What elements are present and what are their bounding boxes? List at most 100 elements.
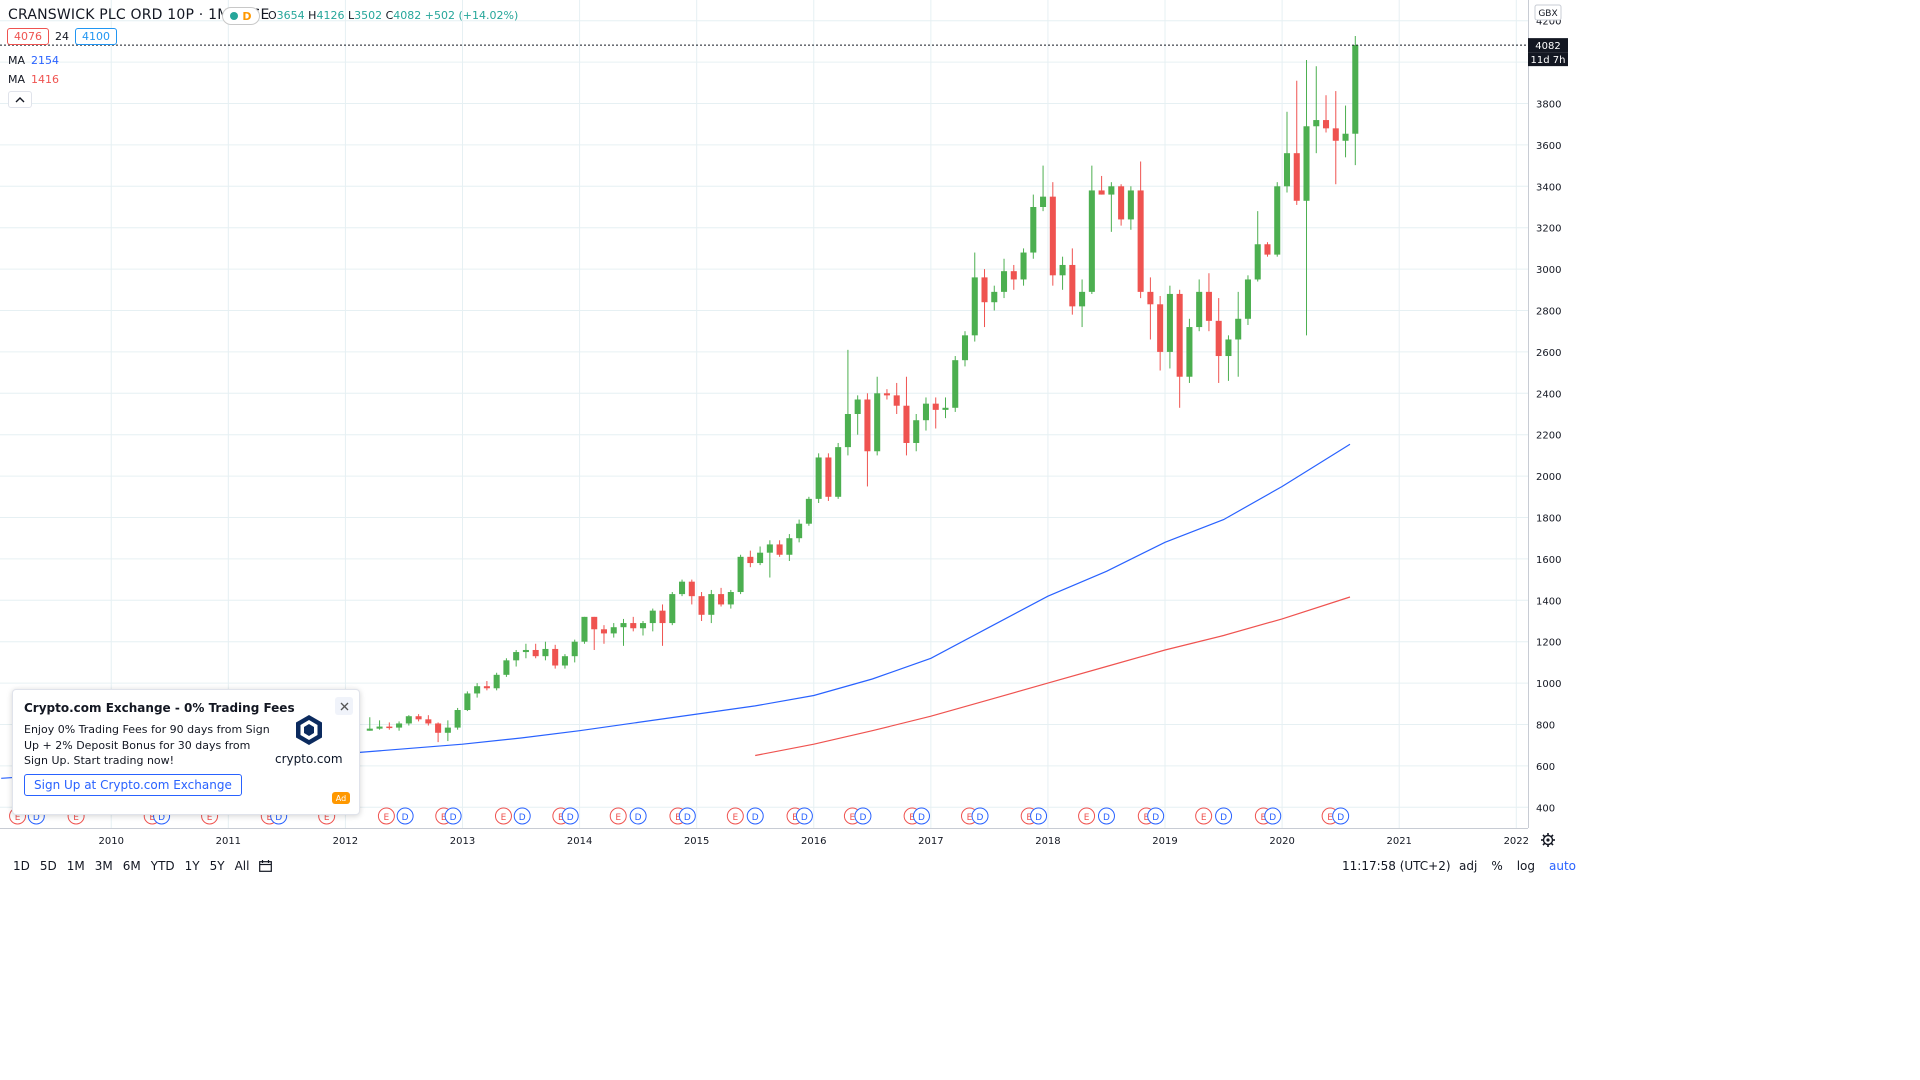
candle[interactable]	[405, 715, 412, 726]
candle[interactable]	[425, 715, 432, 726]
range-button-ytd[interactable]: YTD	[150, 859, 175, 873]
dividend-marker[interactable]: D	[971, 807, 989, 825]
ma-fast-legend[interactable]: MA 2154	[8, 54, 59, 67]
dividend-marker[interactable]: D	[912, 807, 930, 825]
market-status-badge[interactable]: D	[222, 7, 260, 25]
gear-icon[interactable]	[1541, 833, 1555, 847]
candle[interactable]	[386, 722, 393, 730]
dividend-marker[interactable]: D	[795, 807, 813, 825]
ad-popup[interactable]: Crypto.com Exchange - 0% Trading Fees En…	[12, 689, 360, 815]
candle[interactable]	[1020, 248, 1027, 286]
candle[interactable]	[503, 658, 510, 677]
symbol-title[interactable]: CRANSWICK PLC ORD 10P · 1M · LSE	[8, 7, 270, 23]
candle[interactable]	[396, 721, 403, 731]
candle[interactable]	[610, 623, 617, 638]
candle[interactable]	[796, 519, 803, 543]
candle[interactable]	[776, 540, 783, 557]
candle[interactable]	[1147, 277, 1154, 340]
candle[interactable]	[1088, 165, 1095, 294]
candle[interactable]	[464, 691, 471, 712]
earnings-marker[interactable]: E	[726, 807, 744, 825]
candle[interactable]	[513, 649, 520, 667]
candle[interactable]	[718, 587, 725, 607]
range-button-all[interactable]: All	[234, 859, 250, 873]
candle[interactable]	[688, 579, 695, 605]
candle[interactable]	[727, 589, 734, 609]
range-button-1m[interactable]: 1M	[66, 859, 85, 873]
candle[interactable]	[1244, 275, 1251, 325]
candle[interactable]	[1225, 335, 1232, 381]
candle[interactable]	[620, 618, 627, 646]
candle[interactable]	[571, 639, 578, 663]
candle[interactable]	[913, 414, 920, 452]
candle[interactable]	[435, 722, 442, 743]
dividend-marker[interactable]: D	[1332, 807, 1350, 825]
candle[interactable]	[679, 579, 686, 597]
candle[interactable]	[698, 592, 705, 621]
candle[interactable]	[864, 393, 871, 487]
candle[interactable]	[815, 453, 822, 504]
dividend-marker[interactable]: D	[444, 807, 462, 825]
candle[interactable]	[415, 714, 422, 722]
range-button-1y[interactable]: 1Y	[184, 859, 200, 873]
candle[interactable]	[552, 644, 559, 669]
candle[interactable]	[805, 496, 812, 526]
candle[interactable]	[1342, 105, 1349, 158]
candle[interactable]	[1186, 318, 1193, 383]
candle[interactable]	[1313, 66, 1320, 154]
candle[interactable]	[893, 382, 900, 414]
candle[interactable]	[1137, 161, 1144, 299]
adj-toggle[interactable]: adj	[1459, 859, 1478, 873]
candle[interactable]	[903, 376, 910, 456]
candle[interactable]	[1001, 258, 1008, 299]
candle[interactable]	[493, 672, 500, 691]
clock-timezone[interactable]: 11:17:58 (UTC+2)	[1342, 859, 1451, 873]
dividend-marker[interactable]: D	[854, 807, 872, 825]
ad-close-button[interactable]	[335, 697, 353, 715]
dividend-marker[interactable]: D	[1097, 807, 1115, 825]
dividend-marker[interactable]: D	[1215, 807, 1233, 825]
candle[interactable]	[366, 717, 373, 731]
candle[interactable]	[708, 589, 715, 624]
candle[interactable]	[1274, 182, 1281, 257]
candle[interactable]	[1235, 291, 1242, 377]
log-toggle[interactable]: log	[1516, 859, 1536, 873]
range-button-5y[interactable]: 5Y	[209, 859, 225, 873]
candle[interactable]	[1352, 36, 1359, 166]
dividend-marker[interactable]: D	[746, 807, 764, 825]
dividend-marker[interactable]: D	[1264, 807, 1282, 825]
candle[interactable]	[1264, 242, 1271, 257]
range-button-5d[interactable]: 5D	[39, 859, 57, 873]
dividend-marker[interactable]: D	[678, 807, 696, 825]
candle[interactable]	[991, 285, 998, 311]
dividend-marker[interactable]: D	[396, 807, 414, 825]
candle[interactable]	[474, 683, 481, 698]
candle[interactable]	[1322, 95, 1330, 133]
candle[interactable]	[766, 540, 773, 578]
range-button-3m[interactable]: 3M	[94, 859, 113, 873]
earnings-marker[interactable]: E	[377, 807, 395, 825]
candle[interactable]	[1049, 182, 1056, 286]
candle[interactable]	[1293, 80, 1300, 205]
candle[interactable]	[1108, 182, 1115, 232]
candle[interactable]	[786, 534, 793, 561]
earnings-marker[interactable]: E	[1195, 807, 1213, 825]
bid-price[interactable]: 4076	[7, 28, 49, 45]
candle[interactable]	[1059, 256, 1066, 290]
candle[interactable]	[844, 349, 851, 456]
candle[interactable]	[952, 356, 959, 412]
candle[interactable]	[659, 604, 666, 646]
candle[interactable]	[922, 397, 929, 431]
candle[interactable]	[942, 397, 949, 419]
candle[interactable]	[630, 616, 637, 632]
candle[interactable]	[1079, 279, 1086, 328]
candle[interactable]	[669, 592, 676, 626]
earnings-marker[interactable]: E	[494, 807, 512, 825]
candle[interactable]	[1157, 296, 1164, 371]
candle[interactable]	[454, 707, 461, 730]
candle[interactable]	[1303, 60, 1310, 336]
price-axis[interactable]: 400 600 800 1000 1200 1400 1600 1800 2000 2200 240…	[1528, 0, 1568, 828]
candle[interactable]	[542, 641, 549, 661]
candle[interactable]	[1254, 211, 1261, 282]
